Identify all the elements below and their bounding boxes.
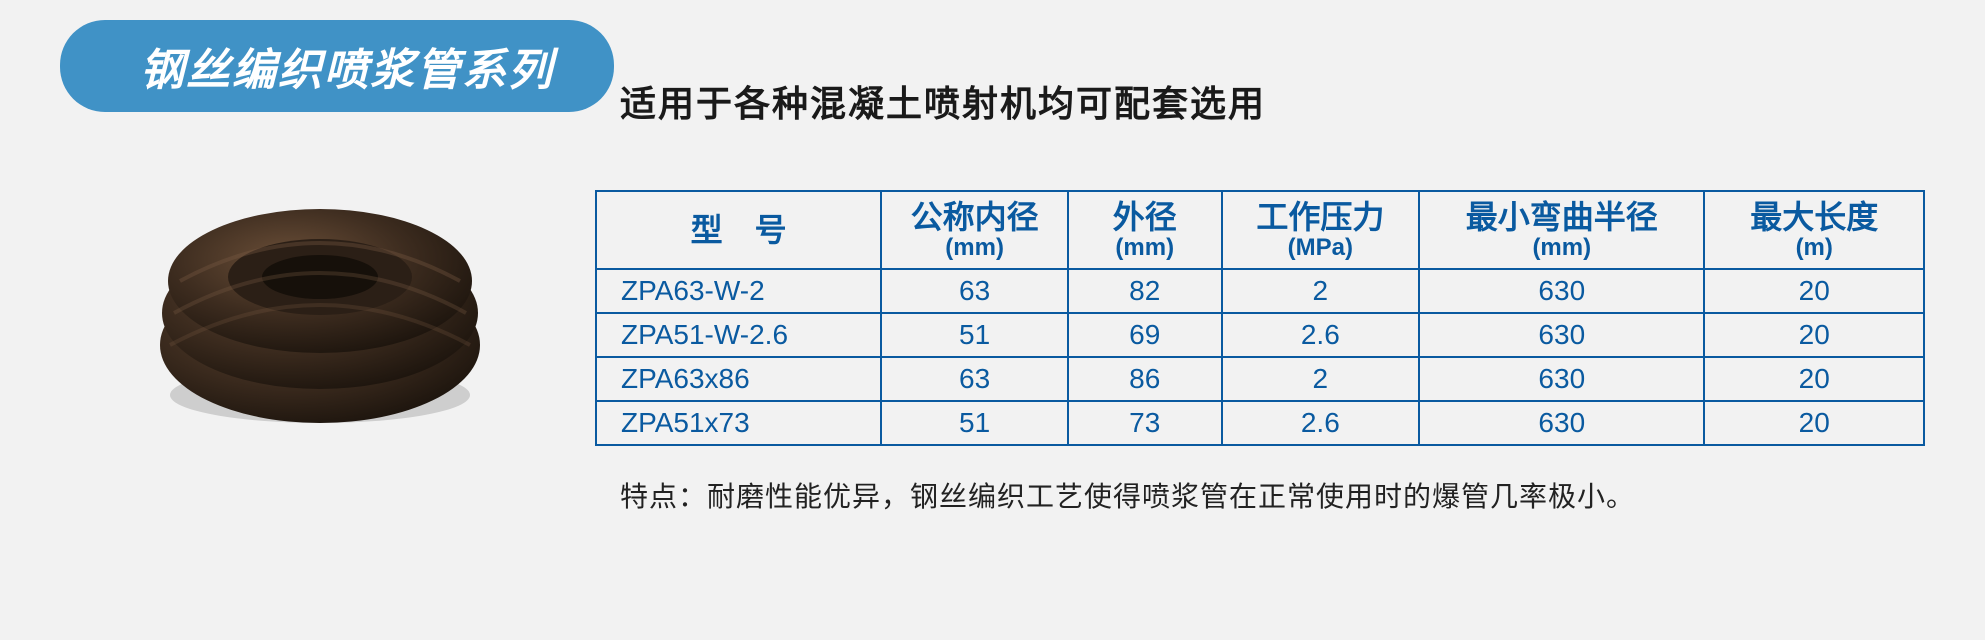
cell-wp: 2 xyxy=(1222,269,1420,313)
cell-br: 630 xyxy=(1419,313,1704,357)
table-row: ZPA63-W-2 63 82 2 630 20 xyxy=(596,269,1924,313)
cell-br: 630 xyxy=(1419,269,1704,313)
cell-id: 63 xyxy=(881,357,1068,401)
cell-model: ZPA51-W-2.6 xyxy=(596,313,881,357)
cell-br: 630 xyxy=(1419,401,1704,445)
spec-table: 型 号 公称内径 (mm) 外径 (mm) 工作压力 (MPa) 最小弯曲半径 … xyxy=(595,190,1925,446)
cell-wp: 2 xyxy=(1222,357,1420,401)
cell-id: 51 xyxy=(881,313,1068,357)
th-max-length: 最大长度 (m) xyxy=(1704,191,1924,269)
cell-model: ZPA63x86 xyxy=(596,357,881,401)
cell-ml: 20 xyxy=(1704,269,1924,313)
cell-ml: 20 xyxy=(1704,357,1924,401)
th-bend-radius: 最小弯曲半径 (mm) xyxy=(1419,191,1704,269)
cell-model: ZPA51x73 xyxy=(596,401,881,445)
footnote: 特点：耐磨性能优异，钢丝编织工艺使得喷浆管在正常使用时的爆管几率极小。 xyxy=(620,475,1635,515)
cell-id: 63 xyxy=(881,269,1068,313)
cell-br: 630 xyxy=(1419,357,1704,401)
table-header-row: 型 号 公称内径 (mm) 外径 (mm) 工作压力 (MPa) 最小弯曲半径 … xyxy=(596,191,1924,269)
cell-wp: 2.6 xyxy=(1222,401,1420,445)
th-inner-diameter: 公称内径 (mm) xyxy=(881,191,1068,269)
table-row: ZPA51x73 51 73 2.6 630 20 xyxy=(596,401,1924,445)
cell-ml: 20 xyxy=(1704,313,1924,357)
th-working-pressure: 工作压力 (MPa) xyxy=(1222,191,1420,269)
table-row: ZPA63x86 63 86 2 630 20 xyxy=(596,357,1924,401)
cell-od: 69 xyxy=(1068,313,1222,357)
subtitle: 适用于各种混凝土喷射机均可配套选用 xyxy=(620,75,1266,127)
hose-coil-illustration xyxy=(140,185,500,435)
product-image xyxy=(120,155,520,465)
cell-od: 73 xyxy=(1068,401,1222,445)
table-row: ZPA51-W-2.6 51 69 2.6 630 20 xyxy=(596,313,1924,357)
cell-wp: 2.6 xyxy=(1222,313,1420,357)
cell-od: 86 xyxy=(1068,357,1222,401)
th-outer-diameter: 外径 (mm) xyxy=(1068,191,1222,269)
th-model: 型 号 xyxy=(596,191,881,269)
table-body: ZPA63-W-2 63 82 2 630 20 ZPA51-W-2.6 51 … xyxy=(596,269,1924,445)
cell-model: ZPA63-W-2 xyxy=(596,269,881,313)
cell-od: 82 xyxy=(1068,269,1222,313)
cell-id: 51 xyxy=(881,401,1068,445)
series-title: 钢丝编织喷浆管系列 xyxy=(60,20,614,112)
cell-ml: 20 xyxy=(1704,401,1924,445)
